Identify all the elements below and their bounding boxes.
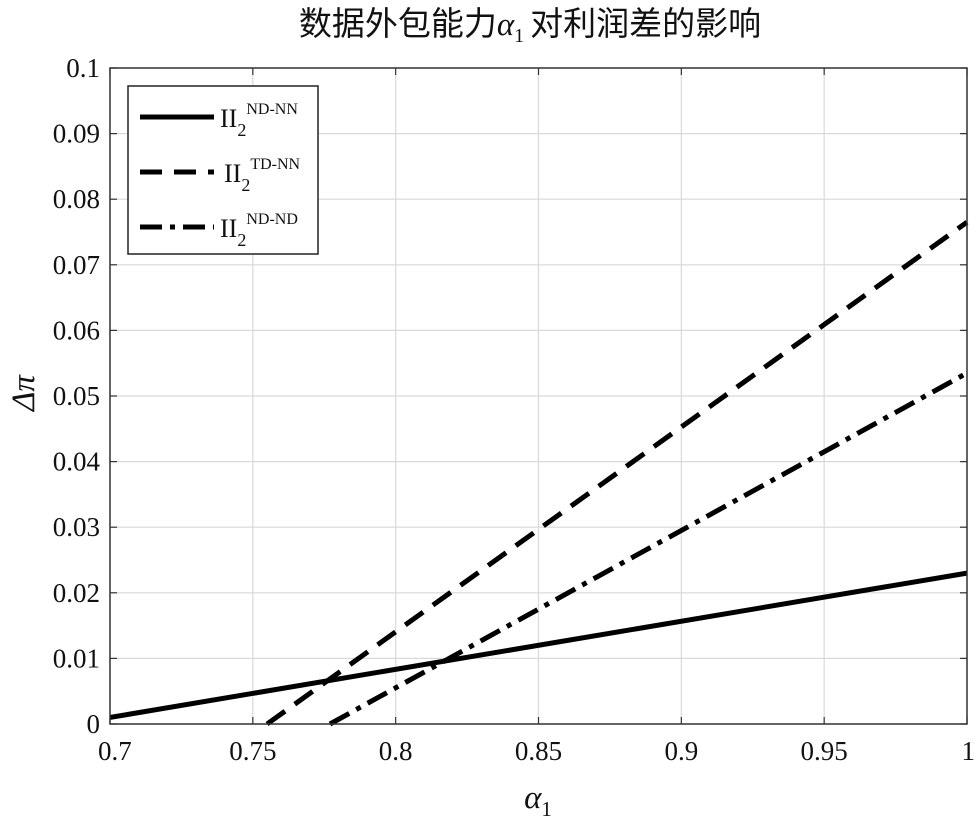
x-tick-label: 0.8 — [379, 736, 413, 766]
y-tick-label: 0 — [87, 709, 101, 739]
ticks: 0.7 0.75 0.8 0.85 0.9 0.95 1 0 0.01 0.02 0.03 0.04 0… — [53, 53, 975, 766]
y-tick-label: 0.03 — [53, 512, 100, 542]
y-tick-label: 0.04 — [53, 447, 101, 477]
x-axis-label-symbol: α — [524, 780, 542, 816]
chart-title-prefix: 数据外包能力 — [299, 6, 497, 43]
y-tick-label: 0.08 — [53, 184, 100, 214]
y-tick-label: 0.02 — [53, 578, 100, 608]
y-tick-label: 0.06 — [53, 315, 100, 345]
chart-title-symbol: α — [497, 7, 515, 43]
x-tick-label: 1 — [962, 736, 976, 766]
legend-label: II2ND-NN — [220, 101, 298, 140]
x-tick-label: 0.7 — [98, 736, 132, 766]
chart-title-suffix: 对利润差的影响 — [530, 6, 761, 43]
chart-title: 数据外包能力α1 对利润差的影响 — [299, 6, 761, 47]
x-axis-label: α1 — [524, 780, 552, 821]
x-tick-label: 0.9 — [664, 736, 698, 766]
y-tick-label: 0.07 — [53, 250, 100, 280]
legend-label: II2TD-NN — [224, 156, 301, 195]
y-axis-label: Δπ — [6, 374, 42, 413]
series-line-nd-nn — [109, 570, 968, 720]
series-line-nd-nd — [328, 370, 969, 727]
y-tick-label: 0.01 — [53, 643, 100, 673]
series-line-td-nn — [265, 220, 969, 727]
y-tick-label: 0.1 — [66, 53, 100, 83]
x-tick-label: 0.85 — [515, 736, 562, 766]
x-tick-label: 0.75 — [229, 736, 276, 766]
legend: II2ND-NN II2TD-NN II2ND-ND — [127, 85, 319, 255]
x-tick-label: 0.95 — [801, 736, 848, 766]
x-axis-label-sub: 1 — [541, 797, 552, 821]
y-tick-label: 0.05 — [53, 381, 100, 411]
y-tick-label: 0.09 — [53, 119, 100, 149]
legend-label: II2ND-ND — [220, 211, 298, 250]
chart-title-symbol-sub: 1 — [514, 25, 524, 47]
series-group — [109, 220, 969, 727]
